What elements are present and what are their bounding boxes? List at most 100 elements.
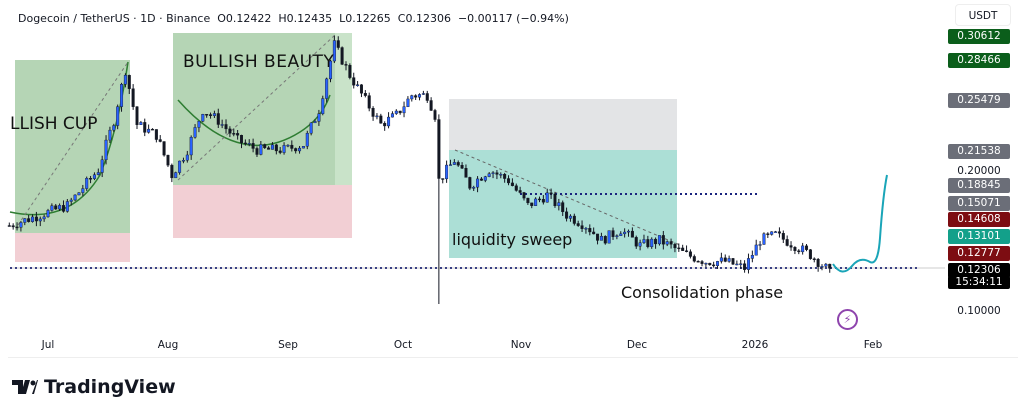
tradingview-logo[interactable]: TradingView	[12, 376, 176, 398]
candle-body	[259, 144, 263, 155]
candle-body	[735, 263, 739, 266]
price-label: 0.21538	[948, 144, 1010, 159]
candle-body	[661, 235, 665, 245]
candle-body	[61, 205, 65, 212]
candle-body	[127, 74, 131, 89]
candle-body	[530, 202, 534, 206]
candle-body	[178, 160, 182, 173]
candle-body	[657, 235, 661, 245]
candle-body	[762, 233, 766, 245]
ohlc-low: L0.12265	[339, 12, 391, 25]
candle-body	[812, 258, 816, 260]
candle-body	[669, 241, 673, 245]
candle-body	[73, 194, 77, 201]
candle-body	[232, 133, 236, 135]
candle-body	[518, 190, 522, 193]
candle-body	[170, 164, 174, 179]
candle-body	[425, 93, 429, 101]
candle-body	[50, 205, 54, 211]
candle-body	[448, 164, 452, 166]
cup-trendline	[17, 61, 129, 226]
candle-body	[619, 233, 623, 236]
candle-body	[313, 121, 317, 124]
candle-body	[263, 144, 267, 149]
candle-body	[166, 154, 170, 166]
countdown-label: 15:34:11	[948, 276, 1010, 289]
candle-body	[441, 178, 445, 180]
candle-body	[487, 173, 491, 177]
beauty-label: BULLISH BEAUTY	[183, 52, 335, 72]
candle-body	[460, 165, 464, 169]
candle-body	[561, 202, 565, 213]
candle-body	[743, 263, 747, 270]
candle-body	[390, 113, 394, 118]
candle-body	[77, 192, 81, 196]
candle-body	[11, 225, 15, 228]
candle-body	[139, 122, 143, 125]
candle-body	[201, 114, 205, 122]
candle-body	[754, 244, 758, 256]
symbol-title[interactable]: Dogecoin / TetherUS · 1D · Binance	[18, 12, 211, 25]
candle-body	[719, 257, 723, 262]
candle-body	[746, 258, 750, 270]
candle-body	[781, 233, 785, 240]
candle-body	[565, 211, 569, 219]
candle-body	[499, 174, 503, 176]
candle-body	[363, 93, 367, 96]
time-label: Sep	[278, 339, 298, 351]
candle-body	[340, 47, 344, 65]
beauty-stop-zone	[173, 185, 352, 238]
candle-body	[379, 115, 383, 124]
candle-body	[638, 242, 642, 247]
candle-body	[352, 77, 356, 86]
price-label: 0.18845	[948, 178, 1010, 193]
cup-zone	[15, 60, 130, 233]
candle-body	[580, 225, 584, 229]
candle-body	[356, 84, 360, 86]
price-label: 0.12306	[948, 263, 1010, 278]
candle-body	[371, 108, 375, 117]
candle-body	[429, 100, 433, 111]
candle-body	[255, 148, 259, 155]
candle-body	[104, 139, 108, 161]
candle-body	[468, 177, 472, 189]
candle-body	[522, 192, 526, 199]
price-label: 0.20000	[957, 165, 1001, 177]
lightning-icon[interactable]: ⚡	[837, 309, 858, 330]
candle-body	[789, 245, 793, 248]
candle-body	[646, 239, 650, 248]
candle-body	[433, 110, 437, 120]
candle-body	[665, 241, 669, 245]
candle-body	[394, 110, 398, 114]
price-label: 0.30612	[948, 29, 1010, 44]
currency-button[interactable]: USDT	[955, 4, 1011, 26]
candle-body	[634, 237, 638, 247]
candle-body	[267, 147, 271, 150]
candle-body	[209, 114, 213, 116]
candle-body	[445, 164, 449, 180]
candle-body	[19, 222, 23, 228]
candle-body	[816, 258, 820, 267]
candle-body	[34, 216, 38, 222]
candle-body	[797, 250, 801, 253]
candle-body	[607, 230, 611, 244]
candle-body	[514, 185, 518, 191]
candle-body	[131, 88, 135, 107]
candle-body	[774, 231, 778, 233]
candle-body	[278, 150, 282, 153]
candle-body	[414, 95, 418, 98]
candle-body	[332, 40, 336, 62]
candle-body	[476, 178, 480, 188]
candle-body	[731, 258, 735, 265]
candle-body	[452, 162, 456, 165]
candle-body	[654, 238, 658, 245]
candle-body	[274, 144, 278, 152]
candle-body	[611, 230, 615, 237]
candle-body	[503, 174, 507, 179]
candle-body	[599, 236, 603, 241]
candle-body	[677, 247, 681, 250]
candle-body	[793, 247, 797, 251]
price-label: 0.15071	[948, 196, 1010, 211]
candle-body	[317, 113, 321, 122]
